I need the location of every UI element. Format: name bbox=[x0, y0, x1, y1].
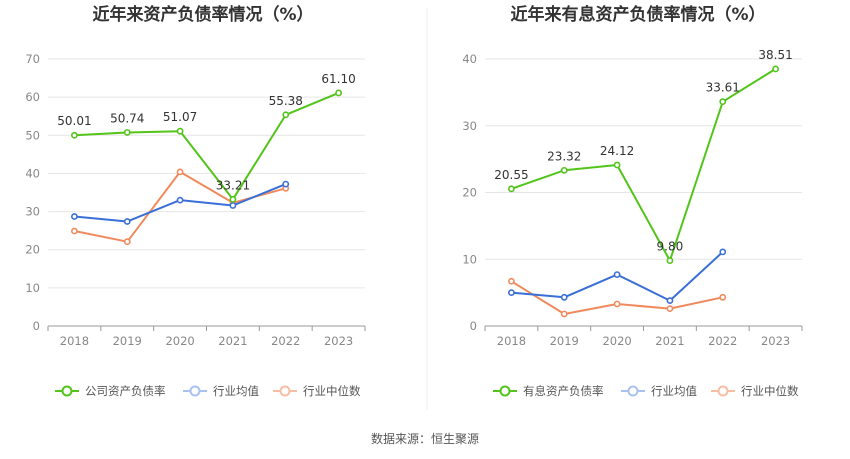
legend-item: 行业均值 bbox=[621, 384, 697, 398]
data-point bbox=[508, 277, 515, 285]
data-point bbox=[508, 185, 515, 193]
y-tick-label: 10 bbox=[25, 281, 40, 295]
legend-label: 行业中位数 bbox=[303, 384, 361, 398]
x-tick-label: 2020 bbox=[602, 334, 631, 348]
y-tick-label: 0 bbox=[33, 319, 40, 333]
series-line bbox=[74, 170, 287, 243]
data-point bbox=[71, 227, 78, 235]
data-point bbox=[123, 129, 131, 136]
y-tick-label: 60 bbox=[25, 90, 40, 104]
data-label: 33.21 bbox=[216, 178, 250, 192]
data-point bbox=[560, 310, 568, 318]
data-point bbox=[719, 293, 727, 301]
legend-marker bbox=[189, 385, 201, 397]
data-label: 33.61 bbox=[706, 81, 740, 95]
data-label: 38.51 bbox=[758, 48, 792, 62]
legend-marker bbox=[717, 385, 729, 397]
data-source: 数据来源：恒生聚源 bbox=[371, 431, 479, 446]
data-label: 51.07 bbox=[163, 110, 197, 124]
x-tick-label: 2022 bbox=[271, 334, 300, 348]
x-tick-label: 2018 bbox=[497, 334, 526, 348]
x-tick-label: 2018 bbox=[60, 334, 89, 348]
data-point bbox=[560, 293, 568, 301]
y-tick-label: 10 bbox=[462, 252, 477, 266]
interest-bearing-debt-ratio-chart: 近年来有息资产负债率情况（%） 0 10 20 30 40 2018 2019 2020 202… bbox=[462, 4, 803, 398]
x-tick-label: 2019 bbox=[113, 334, 142, 348]
legend-marker bbox=[627, 385, 639, 397]
chart-title: 近年来资产负债率情况（%） bbox=[92, 4, 313, 25]
data-point bbox=[560, 166, 568, 174]
data-point bbox=[282, 180, 290, 188]
x-tick-label: 2023 bbox=[761, 334, 790, 348]
series-line bbox=[510, 280, 724, 315]
y-tick-label: 40 bbox=[462, 52, 477, 66]
x-tick-label: 2021 bbox=[218, 334, 247, 348]
y-tick-label: 40 bbox=[25, 166, 40, 180]
data-label: 50.01 bbox=[57, 114, 91, 128]
legend-marker bbox=[499, 385, 511, 397]
data-point bbox=[666, 305, 674, 313]
data-point bbox=[508, 289, 515, 297]
data-point bbox=[123, 218, 131, 225]
y-tick-label: 0 bbox=[470, 319, 477, 333]
legend-item: 有息资产负债率 bbox=[493, 384, 604, 398]
legend-item: 行业均值 bbox=[183, 384, 259, 398]
legend-label: 行业中位数 bbox=[741, 384, 799, 398]
series-line bbox=[74, 91, 339, 201]
x-tick-label: 2021 bbox=[655, 334, 684, 348]
data-label: 55.38 bbox=[269, 94, 303, 108]
data-label: 20.55 bbox=[494, 168, 528, 182]
data-point bbox=[123, 238, 131, 246]
legend-label: 行业均值 bbox=[213, 384, 259, 398]
data-point bbox=[71, 213, 78, 220]
data-point bbox=[282, 111, 290, 119]
y-tick-label: 30 bbox=[25, 205, 40, 219]
data-point bbox=[229, 195, 237, 203]
y-tick-label: 20 bbox=[462, 186, 477, 200]
legend-item: 行业中位数 bbox=[273, 384, 361, 398]
x-tick-label: 2019 bbox=[550, 334, 579, 348]
data-label: 23.32 bbox=[547, 149, 581, 163]
data-point bbox=[772, 65, 779, 73]
data-point bbox=[719, 98, 727, 106]
y-tick-label: 70 bbox=[25, 52, 40, 66]
x-tick-label: 2022 bbox=[708, 334, 737, 348]
data-point bbox=[719, 248, 727, 256]
data-point bbox=[613, 161, 621, 169]
legend-item: 行业中位数 bbox=[711, 384, 799, 398]
data-point bbox=[176, 168, 184, 176]
data-label: 50.74 bbox=[110, 111, 144, 125]
legend-label: 行业均值 bbox=[651, 384, 697, 398]
series-line bbox=[511, 68, 777, 262]
data-point bbox=[71, 131, 78, 139]
data-point bbox=[335, 89, 342, 97]
data-point bbox=[229, 202, 237, 209]
data-label: 9.80 bbox=[657, 240, 684, 254]
y-tick-label: 50 bbox=[25, 128, 40, 142]
data-point bbox=[176, 127, 184, 135]
y-tick-label: 20 bbox=[25, 243, 40, 257]
data-label: 61.10 bbox=[321, 72, 355, 86]
debt-ratio-chart: 近年来资产负债率情况（%） 0 10 20 30 40 50 60 70 2018 2019 202… bbox=[25, 4, 366, 398]
data-label: 24.12 bbox=[600, 144, 634, 158]
data-point bbox=[176, 196, 184, 204]
data-point bbox=[613, 271, 621, 279]
data-point bbox=[666, 297, 674, 305]
legend-marker bbox=[61, 385, 73, 397]
legend-item: 公司资产负债率 bbox=[55, 384, 166, 398]
y-tick-label: 30 bbox=[462, 119, 477, 133]
legend-label: 公司资产负债率 bbox=[85, 384, 166, 398]
data-point bbox=[613, 300, 621, 308]
x-tick-label: 2023 bbox=[324, 334, 353, 348]
legend-label: 有息资产负债率 bbox=[523, 384, 604, 398]
x-tick-label: 2020 bbox=[165, 334, 194, 348]
chart-title: 近年来有息资产负债率情况（%） bbox=[510, 4, 765, 25]
data-point bbox=[666, 257, 674, 264]
legend-marker bbox=[279, 385, 291, 397]
